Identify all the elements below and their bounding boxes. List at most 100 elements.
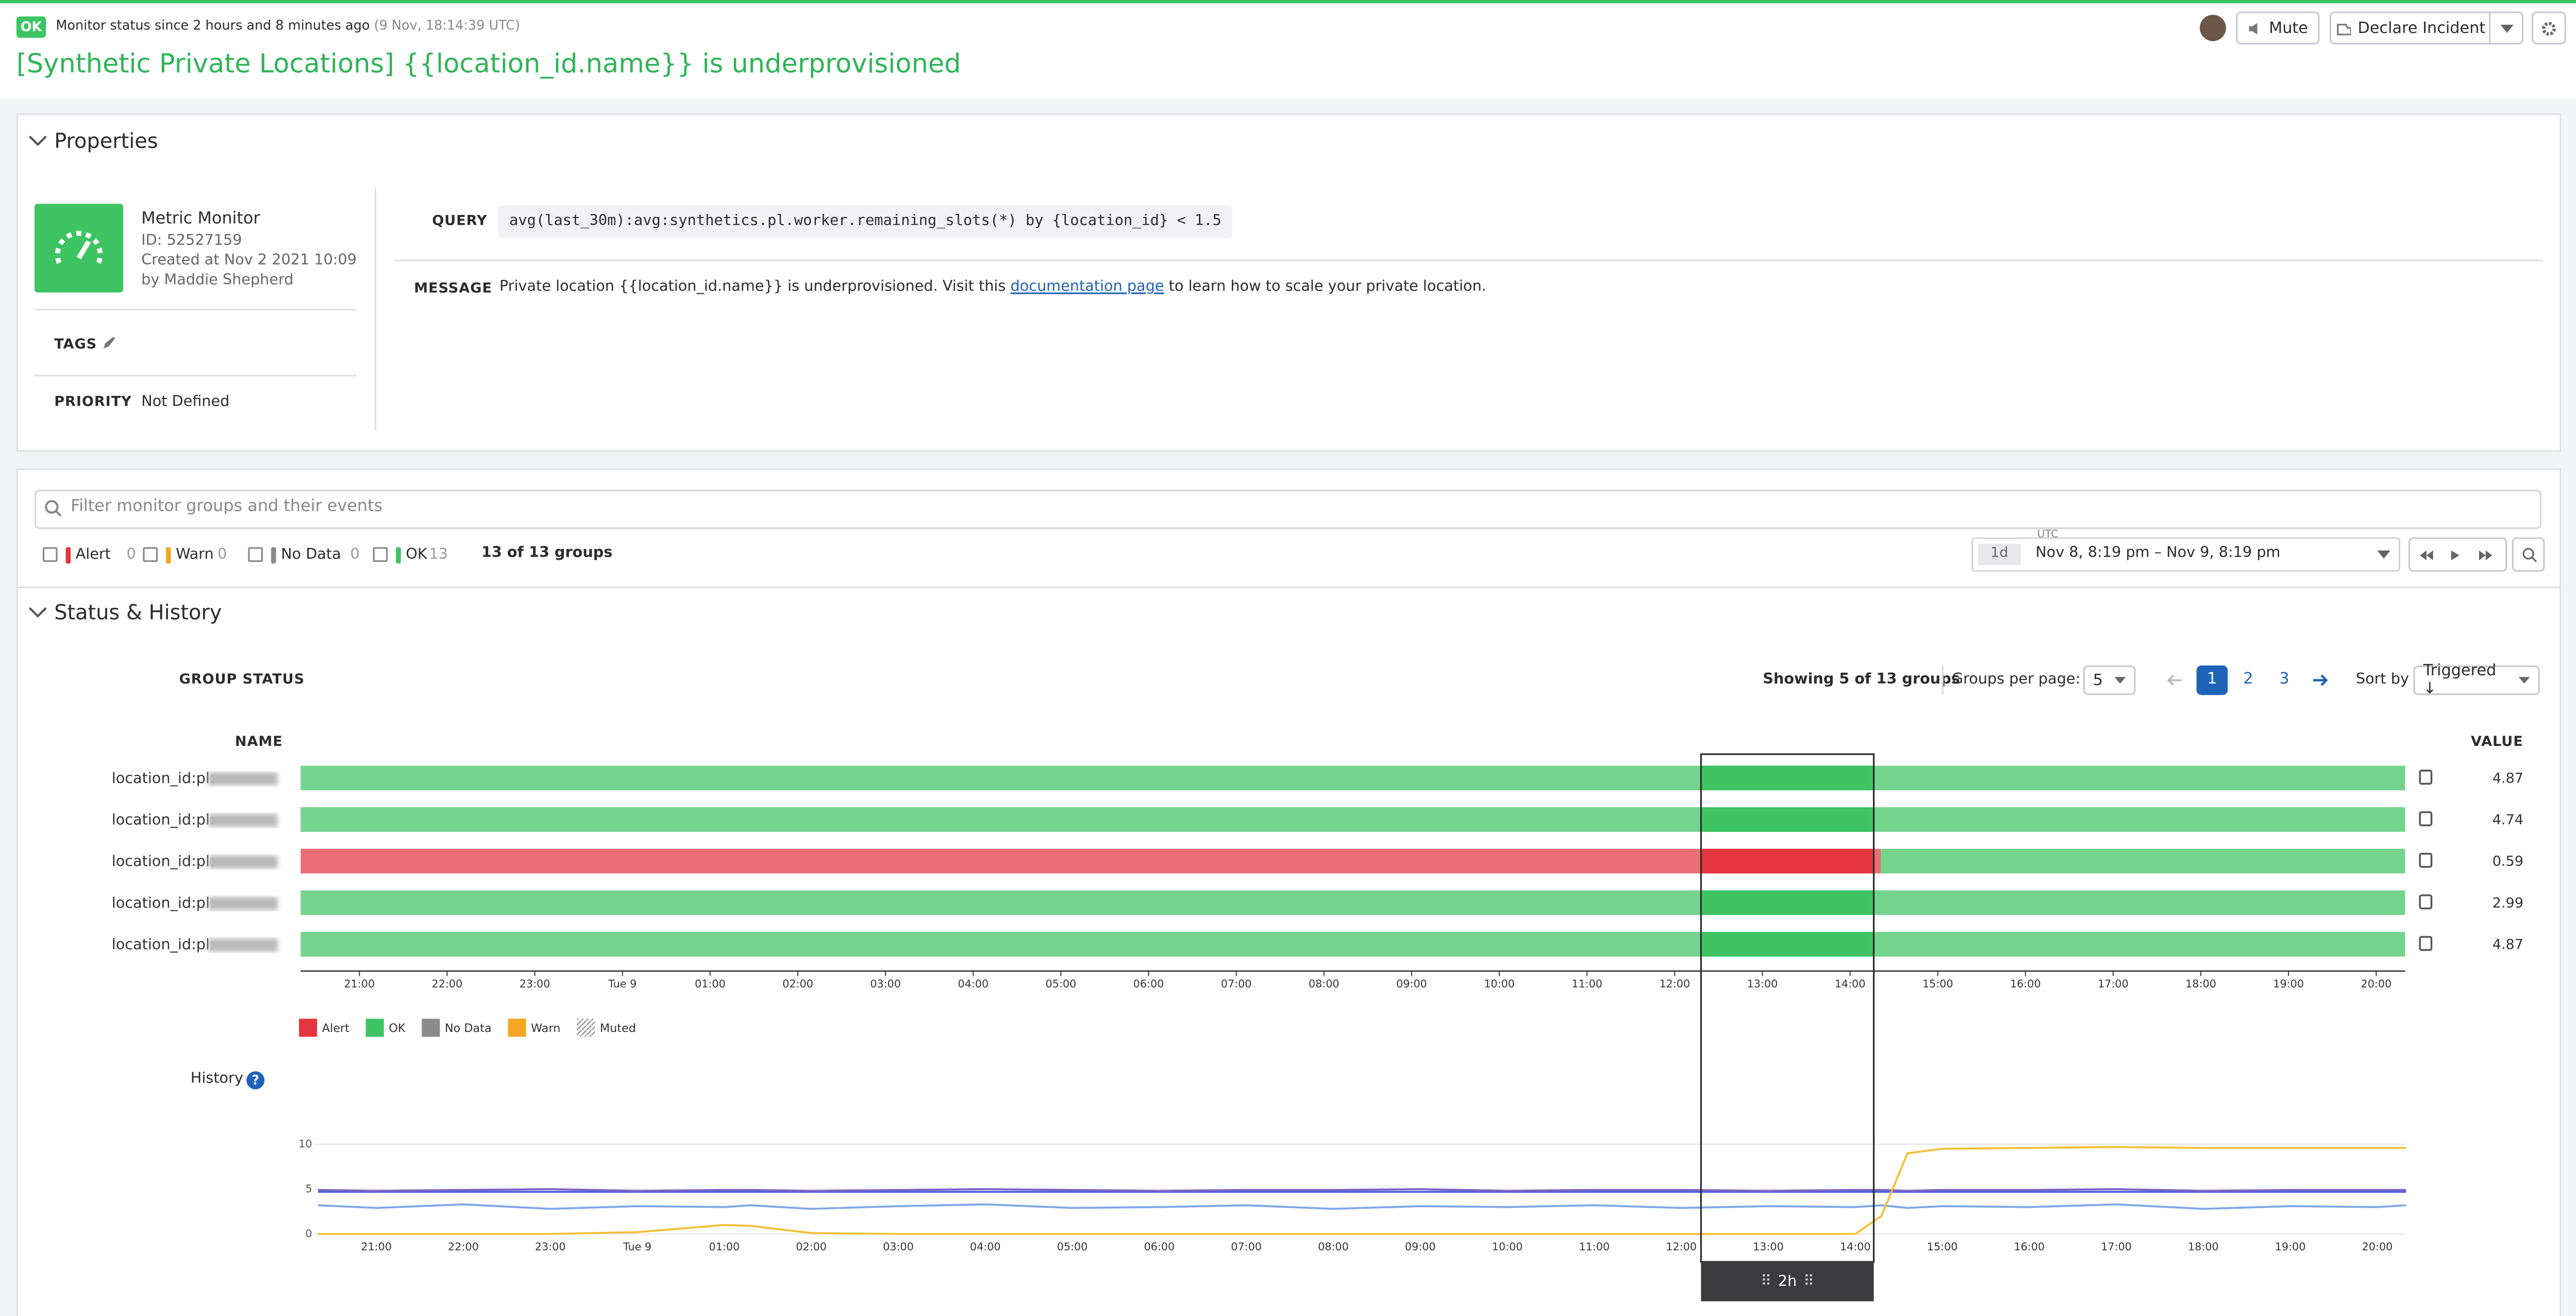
- redacted-name: [208, 897, 278, 910]
- x-tick-label: 06:00: [1144, 1240, 1175, 1253]
- divider: [34, 374, 357, 376]
- highlighted-segment: [1701, 931, 1874, 957]
- group-value: 2.99: [2493, 895, 2523, 911]
- per-page-select[interactable]: 5: [2083, 665, 2136, 695]
- x-tick-label: 22:00: [448, 1240, 479, 1253]
- window-label: 2h: [1778, 1272, 1797, 1289]
- highlighted-segment: [1701, 765, 1874, 791]
- prev-page[interactable]: [2167, 674, 2183, 687]
- x-tick-label: 09:00: [1405, 1240, 1436, 1253]
- state-color: [165, 547, 171, 564]
- legend-swatch: [299, 1019, 317, 1037]
- time-range: Nov 8, 8:19 pm – Nov 9, 8:19 pm: [2035, 545, 2281, 562]
- documentation-link[interactable]: documentation page: [1010, 279, 1164, 296]
- x-tick-label: 08:00: [1309, 977, 1340, 990]
- page-button[interactable]: 2: [2243, 671, 2253, 689]
- x-tick-label: 22:00: [432, 977, 463, 990]
- state-checkbox[interactable]: [248, 547, 263, 562]
- group-name: location_id:pl:: [112, 811, 215, 828]
- chevron[interactable]: [28, 605, 47, 621]
- x-tick-label: 18:00: [2185, 977, 2216, 990]
- x-tick-label: 13:00: [1753, 1240, 1784, 1253]
- highlighted-segment: [1701, 890, 1874, 915]
- edit-icon[interactable]: [102, 335, 117, 350]
- state-count: 0: [350, 547, 360, 564]
- chevron[interactable]: [28, 133, 47, 149]
- x-tick-label: 23:00: [520, 977, 550, 990]
- x-tick-label: 12:00: [1659, 977, 1690, 990]
- mute-button[interactable]: Mute: [2236, 11, 2320, 45]
- settings-button[interactable]: [2531, 11, 2566, 45]
- x-tick-label: 16:00: [2010, 977, 2041, 990]
- x-tick-label: 17:00: [2098, 977, 2129, 990]
- x-tick-label: 15:00: [1922, 977, 1953, 990]
- gauge-icon: [55, 230, 103, 264]
- x-tick-label: 03:00: [883, 1240, 914, 1253]
- legend-swatch: [508, 1019, 526, 1037]
- search-input[interactable]: [34, 489, 2542, 529]
- legend-label: Warn: [531, 1022, 560, 1035]
- divider: [394, 259, 2544, 261]
- legend-label: Alert: [322, 1022, 349, 1035]
- value-header: VALUE: [2471, 734, 2523, 751]
- sort-select[interactable]: Triggered ↓: [2413, 662, 2540, 698]
- x-tick-label: 10:00: [1492, 1240, 1523, 1253]
- x-tick-label: 20:00: [2361, 977, 2392, 990]
- declare-incident-button[interactable]: Declare Incident: [2329, 11, 2493, 45]
- status-segment: [300, 890, 2405, 915]
- created-at: Created at Nov 2 2021 10:09: [141, 253, 357, 270]
- range-unit: 1d: [1978, 544, 2021, 565]
- zoom-button[interactable]: [2512, 537, 2545, 572]
- group-value: 4.74: [2493, 812, 2523, 828]
- search-placeholder: Filter monitor groups and their events: [71, 497, 383, 516]
- redacted-name: [208, 938, 278, 952]
- group-name: location_id:pl:: [112, 935, 215, 953]
- avatar[interactable]: [2200, 14, 2227, 41]
- state-checkbox[interactable]: [143, 547, 158, 562]
- caret: [2114, 677, 2126, 684]
- next-page[interactable]: [2312, 674, 2328, 687]
- x-tick-label: 11:00: [1571, 977, 1602, 990]
- status-segment: [300, 765, 2405, 791]
- page-button[interactable]: 1: [2196, 665, 2228, 695]
- legend-swatch: [422, 1019, 440, 1037]
- header: [0, 0, 2576, 99]
- time-nav[interactable]: [2408, 537, 2507, 572]
- redacted-name: [208, 813, 278, 827]
- x-tick-label: 02:00: [796, 1240, 827, 1253]
- x-tick-label: 04:00: [958, 977, 989, 990]
- status-history-heading[interactable]: Status & History: [54, 599, 222, 625]
- group-name: location_id:pl:: [112, 769, 215, 787]
- state-count: 0: [126, 547, 136, 564]
- author: by Maddie Shepherd: [141, 273, 294, 289]
- x-tick-label: 12:00: [1666, 1240, 1697, 1253]
- page-button[interactable]: 3: [2279, 671, 2289, 689]
- help-icon[interactable]: ?: [246, 1071, 265, 1090]
- x-tick-label: 02:00: [782, 977, 813, 990]
- state-name: No Data: [281, 547, 341, 564]
- notebook-icon: [2419, 770, 2433, 785]
- group-value: 4.87: [2493, 770, 2523, 786]
- mute-icon: [2249, 22, 2257, 34]
- x-tick-label: 17:00: [2101, 1240, 2132, 1253]
- state-color: [396, 547, 401, 564]
- incident-dropdown[interactable]: [2489, 11, 2523, 45]
- state-checkbox[interactable]: [42, 547, 58, 562]
- message-text: to learn how to scale your private locat…: [1164, 279, 1486, 296]
- name-header: NAME: [235, 734, 283, 751]
- time-nav-icons: [2420, 549, 2493, 560]
- history-line: [318, 1146, 2406, 1235]
- time-picker[interactable]: [1971, 537, 2400, 572]
- priority-label: PRIORITY: [54, 394, 132, 411]
- query-code: avg(last_30m):avg:synthetics.pl.worker.r…: [497, 205, 1233, 239]
- state-name: Warn: [176, 547, 214, 564]
- sort-label: Sort by: [2355, 672, 2410, 689]
- status-time: (9 Nov, 18:14:39 UTC): [374, 18, 521, 33]
- properties-heading[interactable]: Properties: [54, 128, 158, 153]
- declare-incident-label: Declare Incident: [2357, 19, 2486, 37]
- monitor-icon: [34, 204, 124, 293]
- divider: [1942, 665, 1944, 695]
- state-checkbox[interactable]: [373, 547, 388, 562]
- legend-label: OK: [389, 1022, 406, 1035]
